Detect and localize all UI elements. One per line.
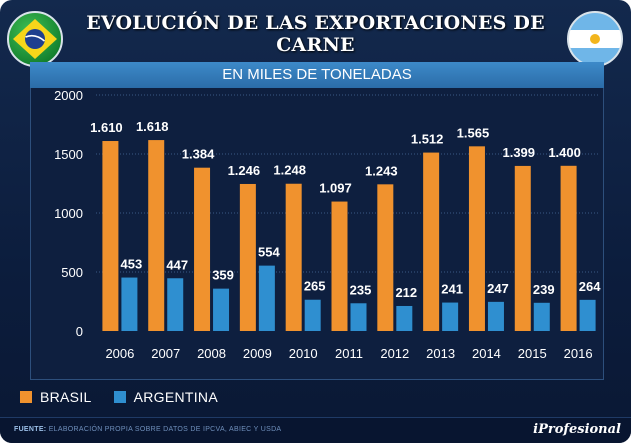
x-tick-label: 2013 <box>426 346 455 361</box>
source-note: FUENTE: ELABORACIÓN PROPIA SOBRE DATOS D… <box>14 426 281 433</box>
legend-label-brasil: BRASIL <box>40 389 92 405</box>
x-tick-label: 2010 <box>289 346 318 361</box>
bar-brasil <box>468 146 485 331</box>
x-tick-label: 2016 <box>564 346 593 361</box>
bar-argentina <box>121 277 138 331</box>
data-label-brasil: 1.384 <box>182 147 215 162</box>
data-label-brasil: 1.097 <box>319 181 352 196</box>
bar-argentina <box>213 288 230 331</box>
bar-argentina <box>167 278 184 331</box>
data-label-brasil: 1.399 <box>502 145 535 160</box>
data-label-argentina: 239 <box>533 282 555 297</box>
data-label-argentina: 247 <box>487 281 509 296</box>
data-label-argentina: 235 <box>350 282 372 297</box>
bar-brasil <box>331 201 348 331</box>
bar-brasil <box>148 140 165 331</box>
data-label-brasil: 1.512 <box>411 132 444 147</box>
bar-brasil <box>377 184 394 331</box>
x-tick-label: 2007 <box>151 346 180 361</box>
bar-argentina <box>442 302 459 331</box>
legend-label-argentina: ARGENTINA <box>133 389 218 405</box>
legend-item-brasil: BRASIL <box>20 389 92 405</box>
legend-item-argentina: ARGENTINA <box>113 389 218 405</box>
bar-brasil <box>560 165 577 331</box>
data-label-argentina: 241 <box>441 282 463 297</box>
data-label-argentina: 453 <box>121 257 143 272</box>
data-label-argentina: 265 <box>304 279 326 294</box>
footer: FUENTE: ELABORACIÓN PROPIA SOBRE DATOS D… <box>0 417 631 443</box>
data-label-brasil: 1.610 <box>90 120 123 135</box>
x-tick-label: 2009 <box>243 346 272 361</box>
data-label-brasil: 1.400 <box>548 145 581 160</box>
chart-legend: BRASIL ARGENTINA <box>20 388 240 406</box>
bar-brasil <box>239 183 256 331</box>
bar-brasil <box>102 141 119 331</box>
data-label-brasil: 1.618 <box>136 119 169 134</box>
brazil-flag-icon <box>6 10 64 68</box>
data-label-brasil: 1.243 <box>365 163 398 178</box>
bar-brasil <box>514 165 531 331</box>
y-tick-label: 0 <box>76 324 83 339</box>
bar-argentina <box>579 299 596 331</box>
data-label-brasil: 1.565 <box>457 125 490 140</box>
x-tick-label: 2011 <box>335 346 363 361</box>
x-tick-label: 2012 <box>380 346 409 361</box>
x-tick-label: 2015 <box>518 346 547 361</box>
data-label-argentina: 212 <box>395 285 417 300</box>
x-tick-label: 2014 <box>472 346 501 361</box>
x-tick-label: 2008 <box>197 346 226 361</box>
data-label-argentina: 264 <box>579 279 601 294</box>
bar-argentina <box>350 303 367 331</box>
bar-brasil <box>423 152 440 331</box>
bar-argentina <box>533 302 550 331</box>
bar-argentina <box>396 305 413 331</box>
argentina-flag-icon <box>566 10 624 68</box>
data-label-argentina: 359 <box>212 268 234 283</box>
chart-subtitle: EN MILES DE TONELADAS <box>30 62 604 88</box>
data-label-argentina: 447 <box>166 257 188 272</box>
brand-logo: iProfesional <box>533 422 621 437</box>
bar-argentina <box>487 301 504 331</box>
source-prefix: FUENTE: <box>14 426 47 433</box>
legend-swatch-brasil <box>20 391 32 403</box>
bar-argentina <box>304 299 321 331</box>
bar-brasil <box>285 183 302 331</box>
data-label-brasil: 1.246 <box>228 163 261 178</box>
data-label-argentina: 554 <box>258 245 280 260</box>
y-tick-label: 2000 <box>54 88 83 103</box>
y-tick-label: 1000 <box>54 206 83 221</box>
bar-brasil <box>194 167 211 331</box>
chart-title: EVOLUCIÓN DE LAS EXPORTACIONES DE CARNE <box>86 12 545 56</box>
bar-argentina <box>258 265 275 331</box>
data-label-brasil: 1.248 <box>273 163 306 178</box>
source-text: ELABORACIÓN PROPIA SOBRE DATOS DE IPCVA,… <box>48 426 282 433</box>
y-tick-label: 1500 <box>54 147 83 162</box>
x-tick-label: 2006 <box>105 346 134 361</box>
y-tick-label: 500 <box>61 265 83 280</box>
legend-swatch-argentina <box>113 391 126 403</box>
